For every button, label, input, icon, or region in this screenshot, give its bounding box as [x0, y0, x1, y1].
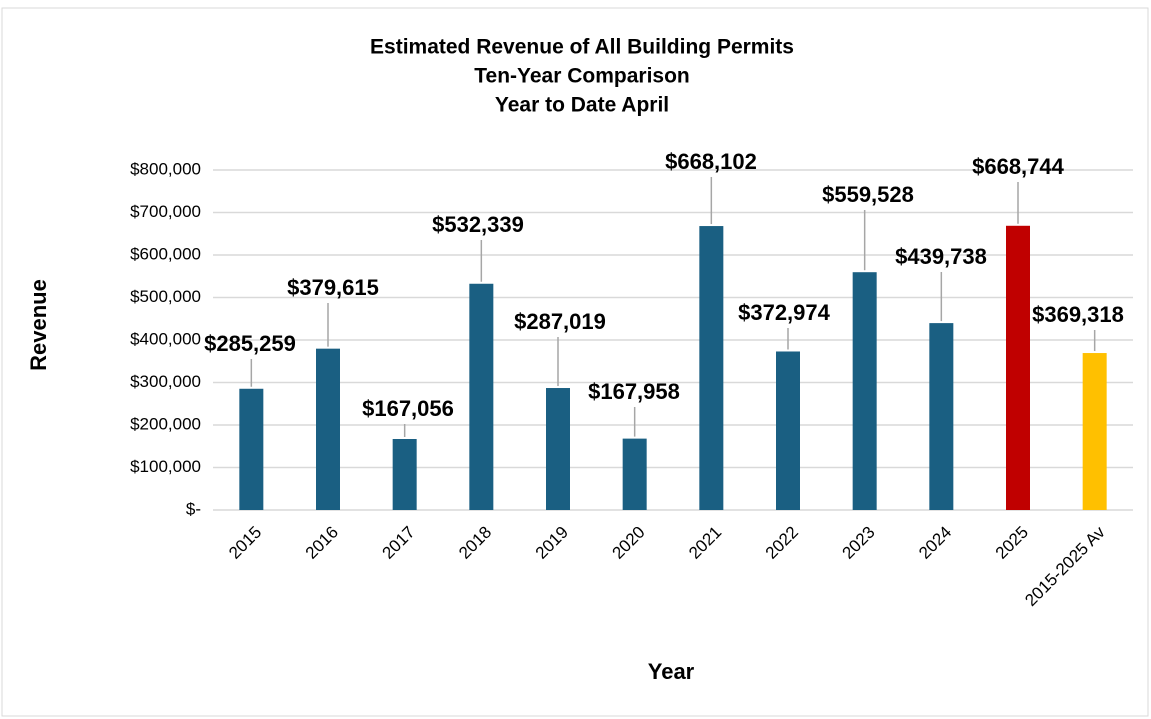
data-label: $439,738	[895, 244, 987, 269]
y-tick-label: $400,000	[130, 329, 201, 348]
bar	[699, 226, 724, 511]
bar	[1082, 353, 1107, 510]
data-label: $369,318	[1032, 302, 1124, 327]
y-tick-label: $-	[186, 499, 201, 518]
bar	[622, 438, 647, 510]
bar	[1006, 225, 1030, 510]
data-label: $379,615	[287, 275, 379, 300]
chart-title: Year to Date April	[495, 94, 669, 117]
chart-title: Estimated Revenue of All Building Permit…	[370, 36, 794, 59]
data-label: $287,019	[514, 309, 606, 334]
y-tick-label: $600,000	[130, 244, 201, 263]
y-tick-label: $700,000	[130, 202, 201, 221]
bar	[316, 348, 340, 510]
data-label: $668,744	[972, 154, 1065, 179]
data-label: $559,528	[822, 182, 914, 207]
bar	[239, 388, 264, 510]
bar	[392, 439, 417, 510]
y-tick-label: $200,000	[130, 414, 201, 433]
bar	[852, 272, 877, 510]
y-tick-label: $800,000	[130, 159, 201, 178]
y-tick-label: $300,000	[130, 372, 201, 391]
bar	[776, 351, 800, 510]
bar	[469, 283, 494, 510]
bar	[546, 388, 570, 510]
data-label: $167,056	[362, 396, 454, 421]
y-tick-label: $100,000	[130, 457, 201, 476]
data-label: $668,102	[665, 149, 757, 174]
bar	[929, 323, 954, 510]
data-label: $372,974	[738, 300, 831, 325]
y-axis-title: Revenue	[26, 279, 51, 371]
chart-title: Ten-Year Comparison	[474, 65, 690, 88]
data-label: $285,259	[204, 331, 296, 356]
data-label: $532,339	[432, 212, 524, 237]
x-axis-title: Year	[648, 659, 695, 684]
y-tick-label: $500,000	[130, 287, 201, 306]
chart-frame	[1, 7, 1149, 717]
data-label: $167,958	[588, 379, 680, 404]
